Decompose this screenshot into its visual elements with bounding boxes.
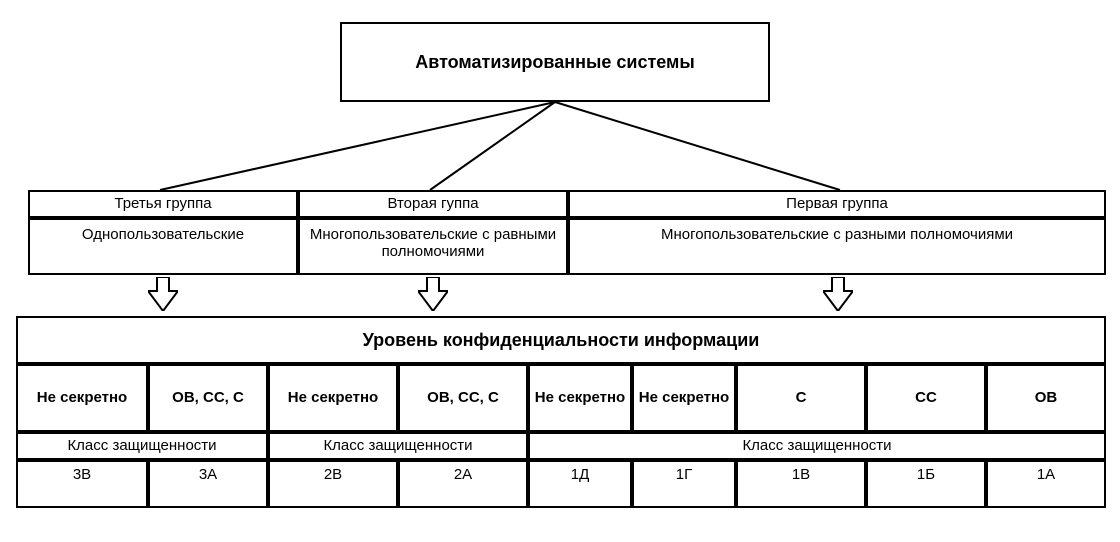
class-cell: 1А	[986, 460, 1106, 508]
down-arrow-icon	[823, 277, 853, 311]
group-title-label: Вторая гуппа	[387, 195, 478, 212]
group-title-label: Первая группа	[786, 195, 888, 212]
group-desc: Многопользовательские с равными полномоч…	[298, 218, 568, 275]
conf-column-header: ОВ	[986, 364, 1106, 432]
class-cell: 1Д	[528, 460, 632, 508]
conf-column-header: С	[736, 364, 866, 432]
group-title: Первая группа	[568, 190, 1106, 218]
conf-column-header: Не секретно	[16, 364, 148, 432]
class-label-text: Класс защищенности	[742, 437, 891, 454]
down-arrow-icon	[148, 277, 178, 311]
group-desc: Многопользовательские с разными полномоч…	[568, 218, 1106, 275]
class-label-text: Класс защищенности	[67, 437, 216, 454]
conf-column-header-label: ОВ, СС, С	[172, 389, 244, 406]
class-label-text: Класс защищенности	[323, 437, 472, 454]
class-cell-label: 2А	[454, 466, 472, 483]
conf-column-header: ОВ, СС, С	[148, 364, 268, 432]
conf-column-header-label: ОВ	[1035, 389, 1058, 406]
class-label: Класс защищенности	[528, 432, 1106, 460]
class-cell: 1В	[736, 460, 866, 508]
class-cell: 3А	[148, 460, 268, 508]
class-cell-label: 1А	[1037, 466, 1055, 483]
class-cell-label: 1Д	[571, 466, 590, 483]
diagram-canvas: Автоматизированные системы Третья группа…	[0, 0, 1120, 542]
conf-column-header-label: Не секретно	[37, 389, 127, 406]
class-cell: 1Г	[632, 460, 736, 508]
confidentiality-title-label: Уровень конфиденциальности информации	[363, 330, 760, 351]
conf-column-header-label: Не секретно	[639, 389, 729, 406]
class-cell: 2В	[268, 460, 398, 508]
class-cell-label: 2В	[324, 466, 342, 483]
conf-column-header: Не секретно	[632, 364, 736, 432]
class-cell-label: 1Б	[917, 466, 935, 483]
conf-column-header: Не секретно	[268, 364, 398, 432]
group-title-label: Третья группа	[114, 195, 211, 212]
root-node: Автоматизированные системы	[340, 22, 770, 102]
conf-column-header-label: СС	[915, 389, 937, 406]
root-label: Автоматизированные системы	[415, 52, 694, 73]
confidentiality-title: Уровень конфиденциальности информации	[16, 316, 1106, 364]
group-title: Третья группа	[28, 190, 298, 218]
conf-column-header-label: Не секретно	[535, 389, 625, 406]
down-arrow-icon	[418, 277, 448, 311]
group-desc: Однопользовательские	[28, 218, 298, 275]
class-label: Класс защищенности	[16, 432, 268, 460]
class-cell-label: 3В	[73, 466, 91, 483]
class-cell-label: 1Г	[676, 466, 692, 483]
class-cell: 2А	[398, 460, 528, 508]
group-desc-label: Многопользовательские с разными полномоч…	[661, 226, 1013, 243]
class-cell: 1Б	[866, 460, 986, 508]
conf-column-header-label: Не секретно	[288, 389, 378, 406]
conf-column-header-label: С	[796, 389, 807, 406]
group-desc-label: Многопользовательские с равными полномоч…	[304, 226, 562, 261]
group-title: Вторая гуппа	[298, 190, 568, 218]
conf-column-header-label: ОВ, СС, С	[427, 389, 499, 406]
class-cell-label: 3А	[199, 466, 217, 483]
conf-column-header: Не секретно	[528, 364, 632, 432]
class-cell: 3В	[16, 460, 148, 508]
class-cell-label: 1В	[792, 466, 810, 483]
group-desc-label: Однопользовательские	[82, 226, 244, 243]
class-label: Класс защищенности	[268, 432, 528, 460]
conf-column-header: ОВ, СС, С	[398, 364, 528, 432]
conf-column-header: СС	[866, 364, 986, 432]
